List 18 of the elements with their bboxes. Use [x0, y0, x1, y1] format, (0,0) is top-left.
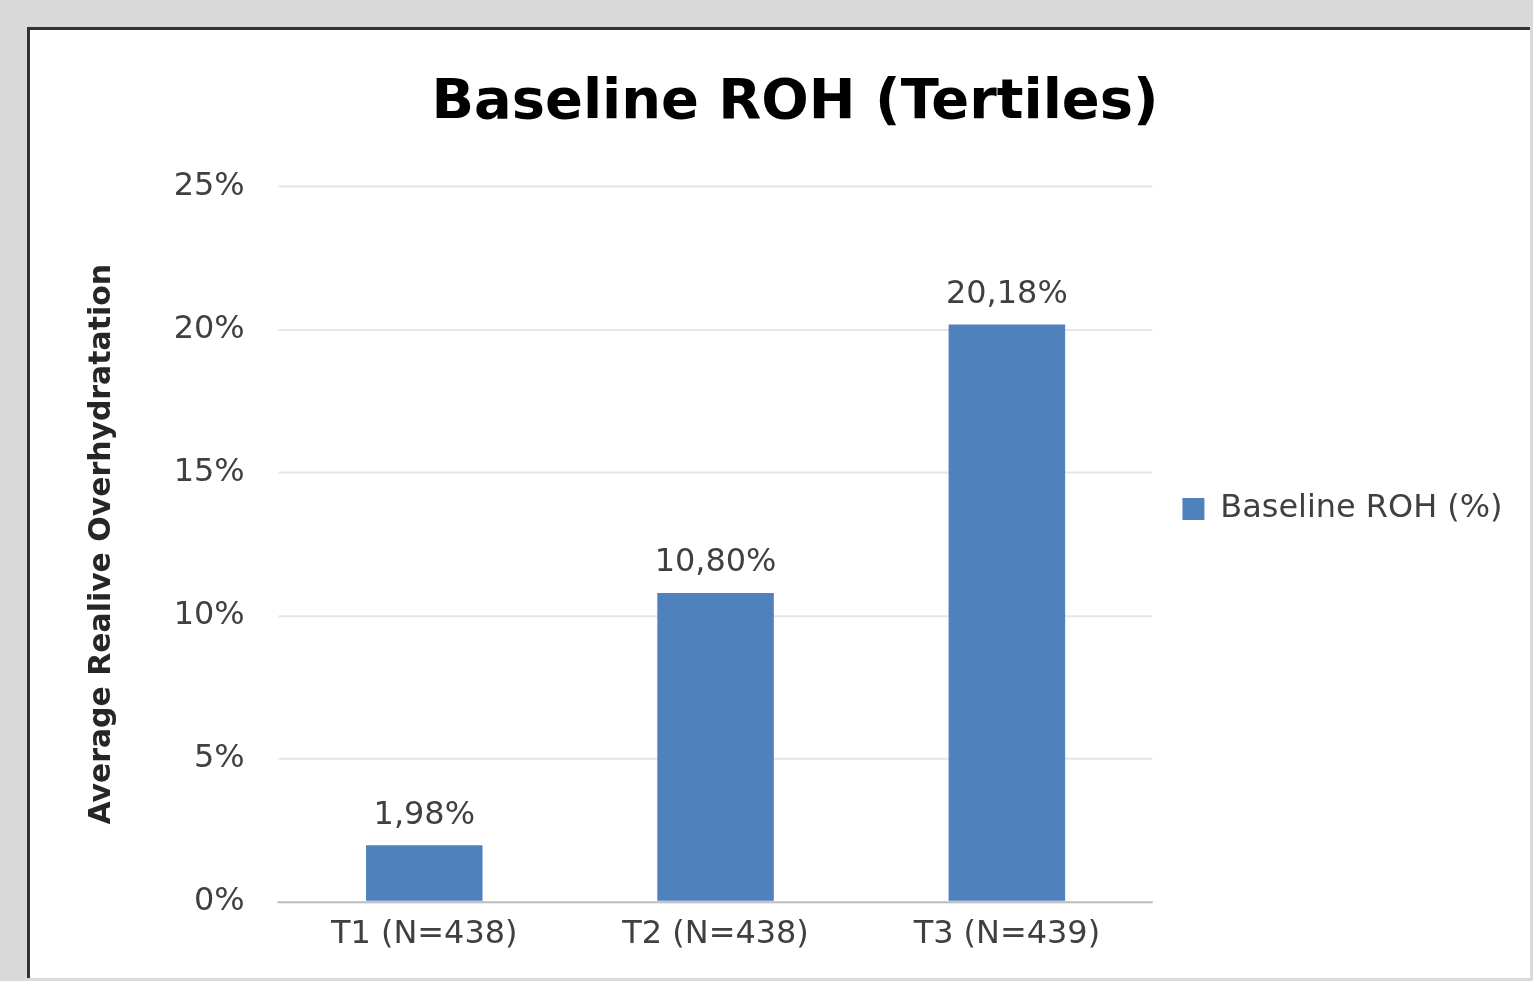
y-tick-label: 25%	[173, 165, 245, 203]
y-tick-label: 20%	[173, 308, 245, 347]
data-label: 10,80%	[654, 541, 777, 580]
x-tick-label: T3 (N=439)	[912, 913, 1101, 952]
data-label: 20,18%	[945, 272, 1068, 311]
x-tick-label: T1 (N=438)	[330, 913, 518, 952]
legend-label: Baseline ROH (%)	[1220, 487, 1503, 526]
bar	[657, 592, 774, 901]
y-tick-label: 0%	[194, 880, 245, 919]
data-label: 1,98%	[373, 793, 475, 832]
y-tick-label: 15%	[173, 451, 245, 490]
x-tick-label: T2 (N=438)	[621, 913, 809, 952]
y-tick-label: 5%	[194, 737, 245, 776]
chart-title: Baseline ROH (Tertiles)	[431, 65, 1159, 131]
y-axis-title: Average Realive Overhydratation	[81, 263, 117, 825]
y-tick-label: 10%	[173, 594, 245, 633]
bar	[366, 845, 483, 901]
bar	[948, 324, 1066, 901]
